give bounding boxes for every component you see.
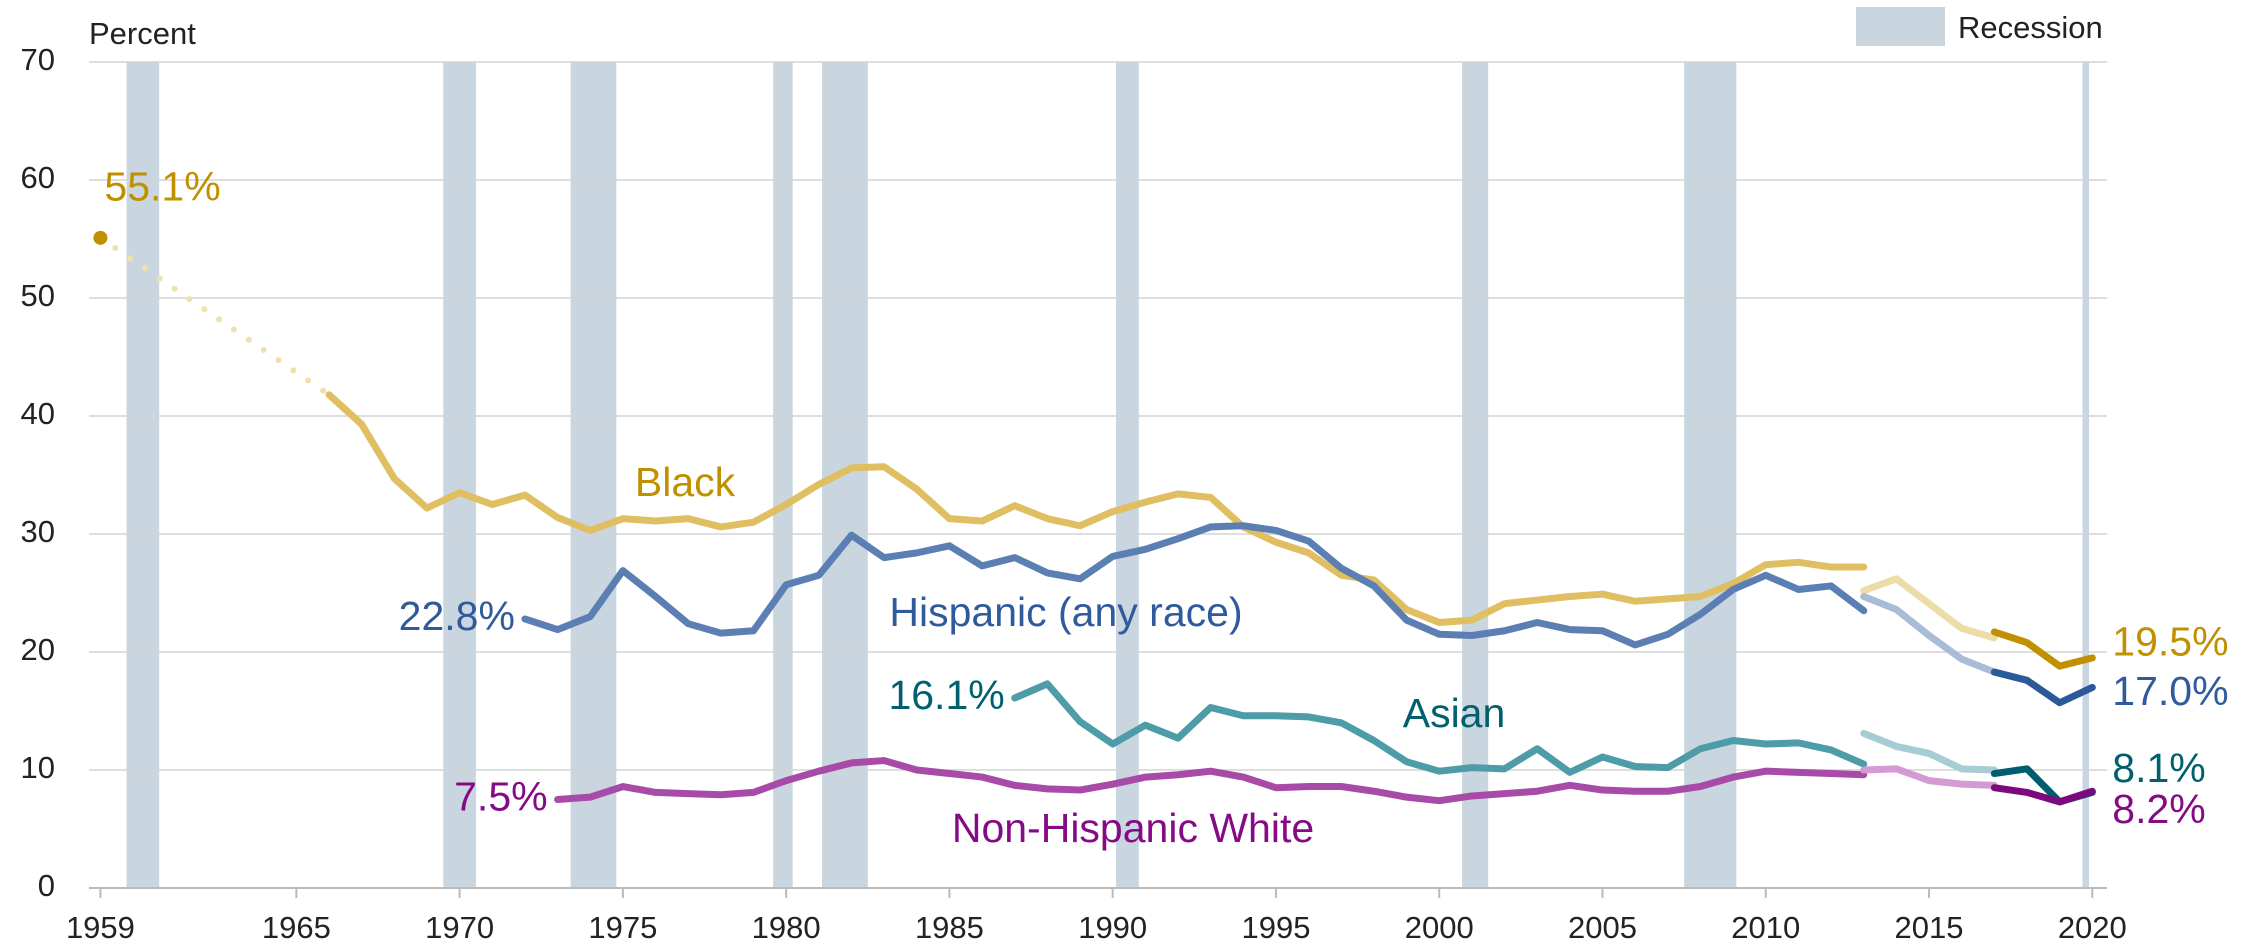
value-label: 55.1%: [104, 164, 220, 210]
y-tick-label: 70: [21, 42, 55, 77]
series-label: Black: [635, 459, 736, 505]
y-tick-label: 30: [21, 514, 55, 549]
series-label: Non-Hispanic White: [952, 805, 1314, 851]
y-axis-label: Percent: [89, 16, 196, 51]
value-label: 17.0%: [2112, 668, 2228, 714]
x-tick-label: 2020: [2058, 910, 2127, 945]
value-label: 16.1%: [888, 672, 1004, 718]
series-label: Asian: [1403, 690, 1506, 736]
point-marker: [93, 230, 108, 245]
recession-legend-swatch: [1856, 7, 1945, 46]
x-tick-label: 1975: [588, 910, 657, 945]
recession-band: [1684, 62, 1737, 888]
value-label: 7.5%: [454, 773, 547, 819]
series-line: [325, 391, 1868, 626]
series-line: [1990, 628, 2096, 670]
recession-band: [570, 62, 617, 888]
series-line: [521, 522, 1868, 649]
recession-band: [773, 62, 793, 888]
recession-band: [126, 62, 160, 888]
x-tick-label: 1959: [66, 910, 135, 945]
series-line: [1011, 680, 1868, 776]
y-tick-label: 60: [21, 160, 55, 195]
series-line: [1990, 668, 2096, 707]
recession-legend-label: Recession: [1958, 10, 2103, 45]
y-tick-label: 50: [21, 278, 55, 313]
value-label: 8.2%: [2112, 786, 2205, 832]
series-line: [1860, 729, 1998, 774]
x-tick-label: 2010: [1731, 910, 1800, 945]
value-label: 8.1%: [2112, 745, 2205, 791]
x-tick-label: 2005: [1568, 910, 1637, 945]
x-tick-label: 1965: [262, 910, 331, 945]
y-tick-label: 20: [21, 632, 55, 667]
y-tick-label: 10: [21, 750, 55, 785]
y-tick-label: 40: [21, 396, 55, 431]
x-tick-label: 1970: [425, 910, 494, 945]
x-tick-label: 2000: [1405, 910, 1474, 945]
value-label: 19.5%: [2112, 619, 2228, 665]
recession-band: [1115, 62, 1139, 888]
y-tick-label: 0: [38, 868, 55, 903]
x-tick-label: 2015: [1895, 910, 1964, 945]
series-line: [97, 234, 333, 398]
x-tick-label: 1995: [1241, 910, 1310, 945]
recession-band: [2082, 62, 2090, 888]
x-tick-label: 1980: [752, 910, 821, 945]
recession-band: [1462, 62, 1489, 888]
value-label: 22.8%: [399, 593, 515, 639]
recession-band: [443, 62, 476, 888]
series-line: [1860, 593, 1998, 676]
x-tick-label: 1985: [915, 910, 984, 945]
series-line: [1860, 575, 1998, 642]
series-line: [554, 757, 1868, 805]
series-line: [1990, 784, 2096, 806]
series-line: [1860, 765, 1998, 789]
series-label: Hispanic (any race): [889, 589, 1242, 635]
x-tick-label: 1990: [1078, 910, 1147, 945]
